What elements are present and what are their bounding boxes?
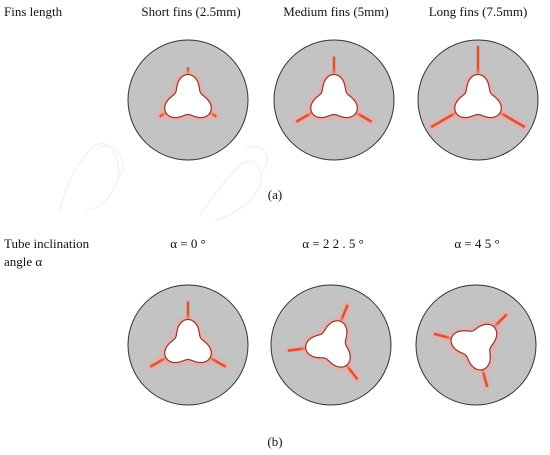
disc-angle-22-5 xyxy=(270,284,392,406)
tube-profile xyxy=(310,73,358,119)
col-label-medium-fins: Medium fins (5mm) xyxy=(283,4,389,19)
col-label-angle-0: α = 0 ° xyxy=(170,236,206,251)
tube-profile xyxy=(164,73,212,119)
col-label-angle-22-5: α = 2 2 . 5 ° xyxy=(302,236,364,251)
row-label-tube-inclination-line1: Tube inclination xyxy=(4,236,90,251)
col-label-short-fins: Short fins (2.5mm) xyxy=(141,4,241,19)
disc-short-fins xyxy=(127,39,249,161)
disc-medium-fins xyxy=(273,39,395,161)
disc-long-fins xyxy=(417,39,539,161)
tube-profile xyxy=(454,73,502,119)
tube-profile xyxy=(305,320,351,368)
tube-profile xyxy=(164,318,212,364)
col-label-long-fins: Long fins (7.5mm) xyxy=(428,4,528,19)
caption-b: (b) xyxy=(267,434,283,449)
row-label-tube-inclination-line2: angle α xyxy=(4,254,43,269)
faint-watermark-artifacts xyxy=(59,143,269,221)
row-label-fins-length: Fins length xyxy=(4,4,63,19)
disc-angle-45 xyxy=(415,284,537,406)
col-label-angle-45: α = 4 5 ° xyxy=(454,236,500,251)
caption-a: (a) xyxy=(267,187,283,202)
disc-angle-0 xyxy=(127,284,249,406)
tube-profile xyxy=(450,323,498,371)
